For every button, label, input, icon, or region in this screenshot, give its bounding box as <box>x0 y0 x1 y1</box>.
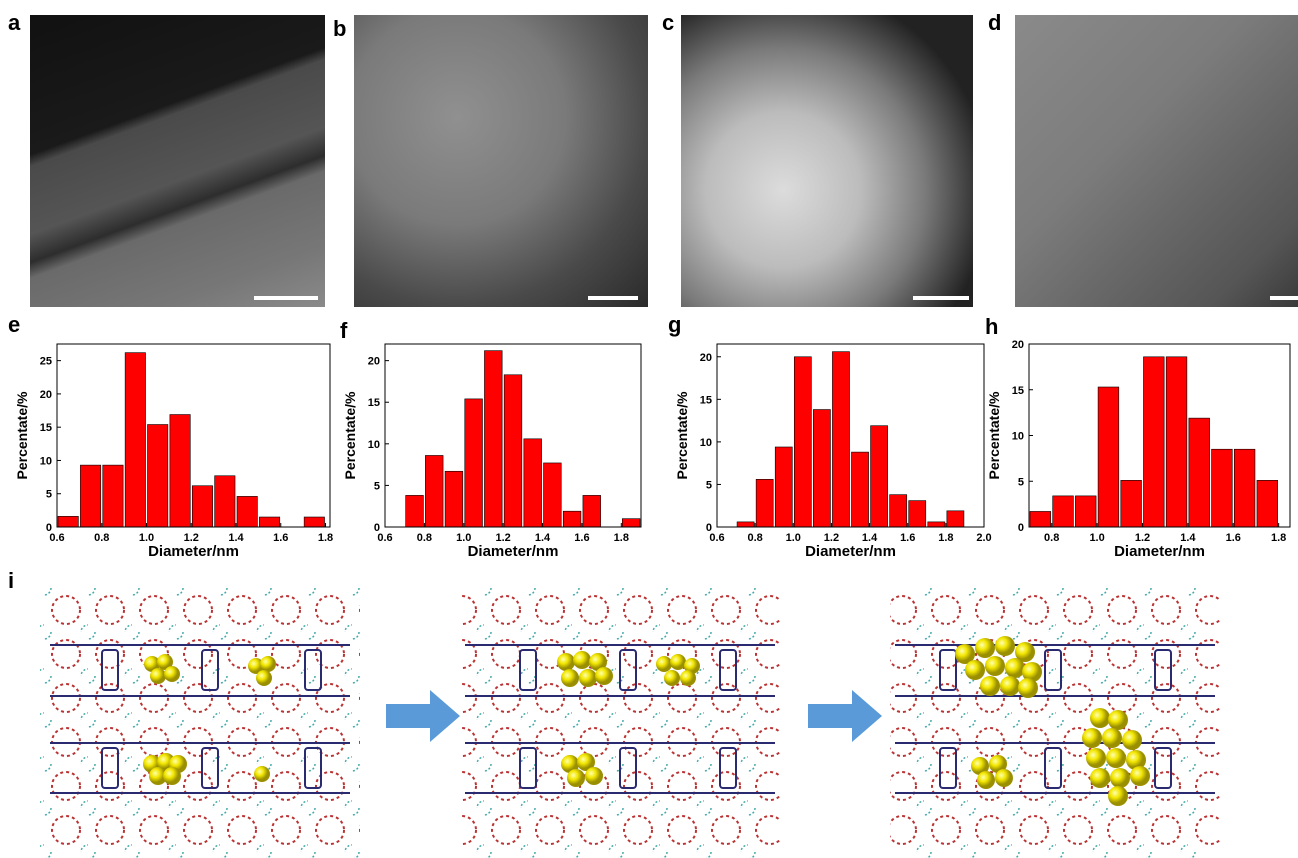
x-tick-label: 0.8 <box>94 532 109 544</box>
y-tick-label: 20 <box>700 352 712 364</box>
x-tick-label: 1.8 <box>318 532 333 544</box>
bar <box>737 522 754 527</box>
y-tick-label: 5 <box>706 479 712 491</box>
x-tick-label: 1.6 <box>273 532 288 544</box>
y-axis-label: Percentate/% <box>674 391 690 479</box>
y-tick-label: 10 <box>1012 431 1024 443</box>
x-tick-label: 1.8 <box>1271 532 1286 544</box>
y-tick-label: 20 <box>1012 339 1024 351</box>
bar <box>1257 480 1278 527</box>
bar <box>928 522 945 527</box>
y-tick-label: 15 <box>368 397 380 409</box>
bar <box>192 486 212 527</box>
bar <box>1189 418 1210 527</box>
x-tick-label: 1.0 <box>1089 532 1104 544</box>
bar <box>756 479 773 527</box>
y-tick-label: 10 <box>368 439 380 451</box>
bar <box>583 495 601 527</box>
y-tick-label: 0 <box>46 522 52 534</box>
bar <box>148 425 168 527</box>
bar <box>947 511 964 527</box>
bar <box>544 463 562 527</box>
bar <box>215 476 235 527</box>
bar <box>832 352 849 527</box>
y-tick-label: 5 <box>374 480 380 492</box>
bar <box>1166 357 1187 527</box>
y-tick-label: 25 <box>40 356 52 368</box>
x-axis-label: Diameter/nm <box>1114 543 1205 560</box>
bar <box>304 517 324 527</box>
y-axis-label: Percentate/% <box>986 391 1002 479</box>
y-tick-label: 20 <box>40 389 52 401</box>
y-tick-label: 10 <box>40 455 52 467</box>
bar <box>103 465 123 527</box>
x-tick-label: 1.6 <box>900 532 915 544</box>
x-tick-label: 0.8 <box>1044 532 1059 544</box>
y-tick-label: 0 <box>706 522 712 534</box>
zeolite-lattice <box>40 588 1220 858</box>
bar <box>58 516 78 527</box>
y-tick-label: 10 <box>700 437 712 449</box>
y-tick-label: 15 <box>1012 385 1024 397</box>
bar <box>852 452 869 527</box>
y-tick-label: 5 <box>46 489 52 501</box>
bar <box>1212 449 1233 527</box>
y-tick-label: 5 <box>1018 476 1024 488</box>
bar <box>80 465 100 527</box>
x-axis-label: Diameter/nm <box>468 543 559 560</box>
x-tick-label: 0.8 <box>747 532 762 544</box>
bar <box>1030 511 1051 527</box>
bar <box>1075 496 1096 527</box>
y-tick-label: 15 <box>40 422 52 434</box>
bar <box>1143 357 1164 527</box>
x-tick-label: 0.8 <box>417 532 432 544</box>
bar <box>465 399 483 527</box>
x-tick-label: 1.8 <box>938 532 953 544</box>
bar <box>794 357 811 527</box>
y-tick-label: 20 <box>368 356 380 368</box>
bar <box>425 455 443 527</box>
bar <box>871 426 888 527</box>
x-axis-label: Diameter/nm <box>805 543 896 560</box>
bar <box>484 351 502 527</box>
bar <box>813 410 830 527</box>
bar <box>445 471 463 527</box>
bar <box>524 439 542 527</box>
bar <box>504 375 522 527</box>
bar <box>406 495 424 527</box>
y-tick-label: 0 <box>1018 522 1024 534</box>
bar <box>622 519 640 527</box>
y-tick-label: 0 <box>374 522 380 534</box>
bar <box>909 501 926 527</box>
x-tick-label: 1.6 <box>1226 532 1241 544</box>
structure-diagram <box>0 588 1298 858</box>
bar <box>1053 496 1074 527</box>
bar <box>775 447 792 527</box>
x-tick-label: 1.8 <box>614 532 629 544</box>
bar <box>563 511 581 527</box>
bar <box>170 415 190 527</box>
x-axis-label: Diameter/nm <box>148 543 239 560</box>
bar <box>1121 480 1142 527</box>
y-tick-label: 15 <box>700 394 712 406</box>
bar <box>1098 387 1119 527</box>
x-tick-label: 1.0 <box>786 532 801 544</box>
bar <box>237 496 257 527</box>
bar <box>890 495 907 527</box>
y-axis-label: Percentate/% <box>14 391 30 479</box>
y-axis-label: Percentate/% <box>342 391 358 479</box>
bar <box>125 353 145 527</box>
figure: a b c d e f g h i 0.60.81.01.21.41.61.80… <box>0 0 1298 858</box>
bar <box>1234 449 1255 527</box>
x-tick-label: 1.6 <box>574 532 589 544</box>
x-tick-label: 2.0 <box>976 532 991 544</box>
bar <box>259 517 279 527</box>
